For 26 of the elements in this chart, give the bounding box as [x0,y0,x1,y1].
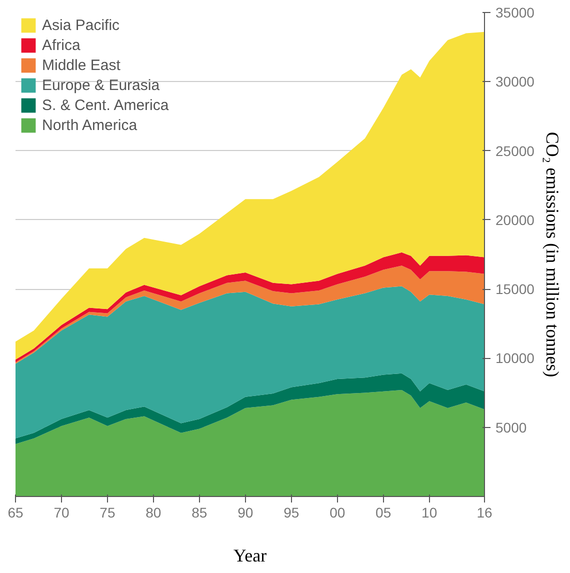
x-tick-label: 75 [100,504,116,520]
x-tick-label: 85 [192,504,208,520]
legend-label: Asia Pacific [42,16,120,34]
y-tick-label: 15000 [496,281,535,298]
x-tick-label: 80 [146,504,162,520]
x-tick-label: 10 [422,504,438,520]
y-tick-label: 5000 [496,419,527,436]
x-tick-label: 16 [476,504,492,520]
x-axis-title: Year [233,546,267,566]
y-tick-label: 10000 [496,350,535,366]
legend-label: Africa [42,36,80,54]
x-tick-label: 65 [8,504,24,520]
y-tick-label: 20000 [496,212,535,228]
y-tick-label: 30000 [496,74,535,90]
legend-label: North America [42,116,138,134]
y-tick-label: 25000 [496,142,535,159]
legend-label: Middle East [42,56,120,74]
x-tick-label: 05 [376,504,392,520]
x-tick-label: 00 [330,504,346,520]
y-tick-label: 35000 [496,4,535,20]
x-tick-label: 70 [54,504,70,520]
legend-label: Europe & Eurasia [42,76,160,94]
legend-label: S. & Cent. America [42,96,169,114]
x-tick-label: 95 [284,504,300,520]
y-axis-title: CO₂ emissions (in million tonnes) [542,132,562,378]
x-tick-label: 90 [238,504,254,520]
